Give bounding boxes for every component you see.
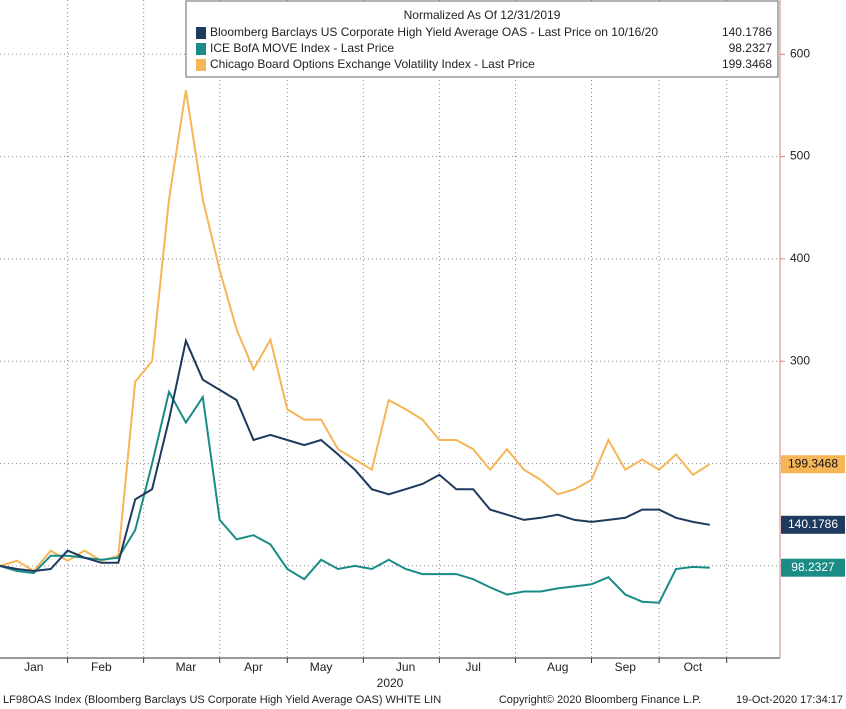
last-value-label: 140.1786 <box>788 517 838 531</box>
x-tick-label: Oct <box>684 660 703 674</box>
legend-label: Chicago Board Options Exchange Volatilit… <box>210 57 535 71</box>
legend-box <box>185 0 779 78</box>
legend-value: 98.2327 <box>729 41 773 55</box>
y-tick-label: 400 <box>790 251 810 265</box>
legend-swatch <box>196 43 206 55</box>
last-value-label: 199.3468 <box>788 456 838 470</box>
footer-center: Copyright© 2020 Bloomberg Finance L.P. <box>499 694 701 706</box>
x-tick-label: Sep <box>615 660 637 674</box>
legend-value: 199.3468 <box>722 57 772 71</box>
legend-label: Bloomberg Barclays US Corporate High Yie… <box>210 25 658 39</box>
y-tick-label: 300 <box>790 353 810 367</box>
footer-left: LF98OAS Index (Bloomberg Barclays US Cor… <box>3 694 441 706</box>
legend-value: 140.1786 <box>722 25 772 39</box>
legend-swatch <box>196 59 206 71</box>
x-tick-label: Jul <box>466 660 481 674</box>
last-value-box <box>781 515 845 534</box>
legend-title: Normalized As Of 12/31/2019 <box>404 8 561 22</box>
x-tick-label: Feb <box>91 660 112 674</box>
series-line <box>0 337 710 573</box>
last-value-box <box>781 558 845 577</box>
x-tick-label: Jun <box>396 660 415 674</box>
last-value-label: 98.2327 <box>791 560 835 574</box>
series-line <box>0 89 711 573</box>
last-value-box <box>781 455 845 474</box>
x-tick-label: Jan <box>24 660 43 674</box>
legend-swatch <box>196 27 206 39</box>
x-tick-label: Apr <box>244 660 263 674</box>
x-axis-label: 2020 <box>377 676 404 690</box>
x-tick-label: May <box>310 660 333 674</box>
x-tick-label: Aug <box>547 660 568 674</box>
series-line <box>0 389 710 604</box>
x-tick-label: Mar <box>176 660 197 674</box>
footer-right: 19-Oct-2020 17:34:17 <box>736 694 843 706</box>
y-tick-label: 500 <box>790 149 810 163</box>
legend-label: ICE BofA MOVE Index - Last Price <box>210 41 394 55</box>
y-tick-label: 600 <box>790 46 810 60</box>
